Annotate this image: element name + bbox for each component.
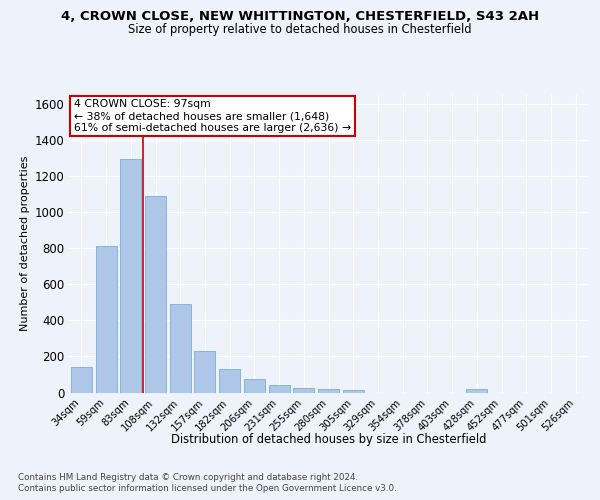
Bar [269, 384, 290, 392]
Text: Distribution of detached houses by size in Chesterfield: Distribution of detached houses by size … [171, 432, 487, 446]
Bar [194, 351, 215, 393]
Text: 4 CROWN CLOSE: 97sqm
← 38% of detached houses are smaller (1,648)
61% of semi-de: 4 CROWN CLOSE: 97sqm ← 38% of detached h… [74, 100, 352, 132]
Bar [95, 246, 116, 392]
Text: Contains public sector information licensed under the Open Government Licence v3: Contains public sector information licen… [18, 484, 397, 493]
Bar [170, 304, 191, 392]
Bar [145, 196, 166, 392]
Text: Size of property relative to detached houses in Chesterfield: Size of property relative to detached ho… [128, 22, 472, 36]
Bar [71, 368, 92, 392]
Bar [466, 389, 487, 392]
Text: Contains HM Land Registry data © Crown copyright and database right 2024.: Contains HM Land Registry data © Crown c… [18, 472, 358, 482]
Bar [120, 159, 141, 392]
Bar [293, 388, 314, 392]
Bar [343, 390, 364, 392]
Bar [318, 390, 339, 392]
Y-axis label: Number of detached properties: Number of detached properties [20, 156, 30, 332]
Text: 4, CROWN CLOSE, NEW WHITTINGTON, CHESTERFIELD, S43 2AH: 4, CROWN CLOSE, NEW WHITTINGTON, CHESTER… [61, 10, 539, 23]
Bar [244, 379, 265, 392]
Bar [219, 368, 240, 392]
